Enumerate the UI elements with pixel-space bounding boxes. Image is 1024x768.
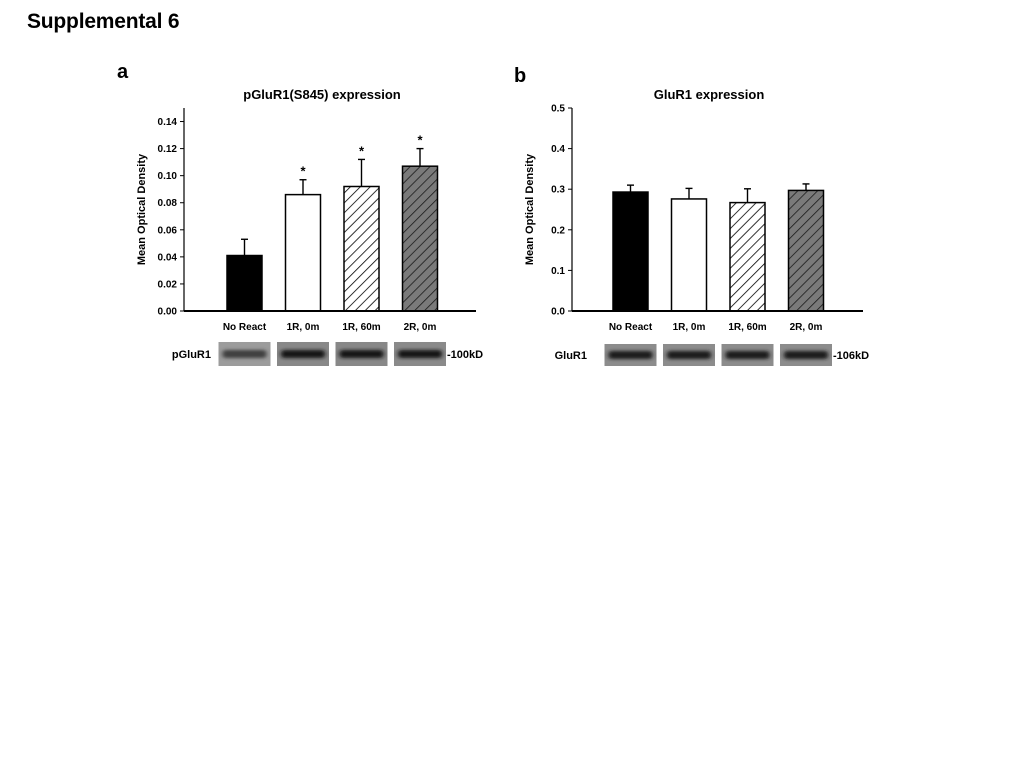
y-tick-label: 0.14	[158, 117, 178, 128]
bar-2	[670, 198, 708, 312]
chart-b: GluR1 expression 0.0 0.1 0.2 0.3 0.4 0.5 Mean O…	[524, 87, 869, 366]
chart-title: pGluR1(S845) expression	[243, 87, 401, 102]
bar-1	[226, 254, 263, 312]
x-tick-label: 1R, 0m	[287, 322, 320, 333]
panel-letter-b: b	[514, 65, 527, 87]
blot-band-4	[784, 351, 828, 359]
x-tick-label: 1R, 60m	[728, 322, 766, 333]
x-tick-label: 1R, 0m	[673, 322, 706, 333]
blot-band-3	[339, 350, 384, 358]
blot-band-2	[281, 350, 325, 358]
y-tick-label: 0.10	[158, 171, 178, 182]
x-tick-label: 1R, 60m	[342, 322, 380, 333]
x-tick-label: No React	[223, 322, 267, 333]
y-tick-label: 0.5	[551, 104, 565, 115]
page-title: Supplemental 6	[27, 10, 180, 33]
panel-letter-a: a	[117, 61, 129, 83]
chart-a: pGluR1(S845) expression 0.00 0.02 0.04 0.06 0…	[136, 87, 483, 366]
significance-marker: *	[359, 143, 365, 158]
y-tick-label: 0.1	[551, 266, 565, 277]
bar-3	[343, 185, 380, 312]
y-tick-label: 0.0	[551, 307, 565, 318]
blot-label: GluR1	[555, 350, 587, 362]
y-tick-label: 0.00	[158, 307, 178, 318]
bar-3	[729, 201, 766, 312]
chart-title: GluR1 expression	[654, 87, 765, 102]
x-tick-label: 2R, 0m	[404, 322, 437, 333]
y-tick-label: 0.4	[551, 144, 565, 155]
x-tick-label: 2R, 0m	[790, 322, 823, 333]
x-tick-label: No React	[609, 322, 653, 333]
significance-marker: *	[300, 164, 306, 179]
y-axis-label: Mean Optical Density	[524, 153, 536, 265]
blot-size-label: -106kD	[833, 350, 869, 362]
bar-4	[401, 165, 439, 312]
y-tick-label: 0.3	[551, 185, 565, 196]
y-tick-label: 0.08	[158, 198, 178, 209]
bar-4	[787, 189, 825, 312]
y-tick-label: 0.06	[158, 225, 178, 236]
y-axis-label: Mean Optical Density	[136, 153, 148, 265]
blot-band-1	[222, 350, 267, 358]
blot-band-1	[608, 351, 653, 359]
bar-1	[612, 191, 649, 312]
y-tick-label: 0.12	[158, 144, 178, 155]
blot-size-label: -100kD	[447, 349, 483, 361]
y-tick-label: 0.04	[158, 252, 178, 263]
bar-2	[284, 193, 322, 312]
y-tick-label: 0.2	[551, 225, 565, 236]
y-tick-label: 0.02	[158, 279, 178, 290]
significance-marker: *	[417, 133, 423, 148]
blot-label: pGluR1	[172, 349, 211, 361]
blot-band-4	[398, 350, 442, 358]
blot-band-2	[667, 351, 711, 359]
blot-band-3	[725, 351, 770, 359]
